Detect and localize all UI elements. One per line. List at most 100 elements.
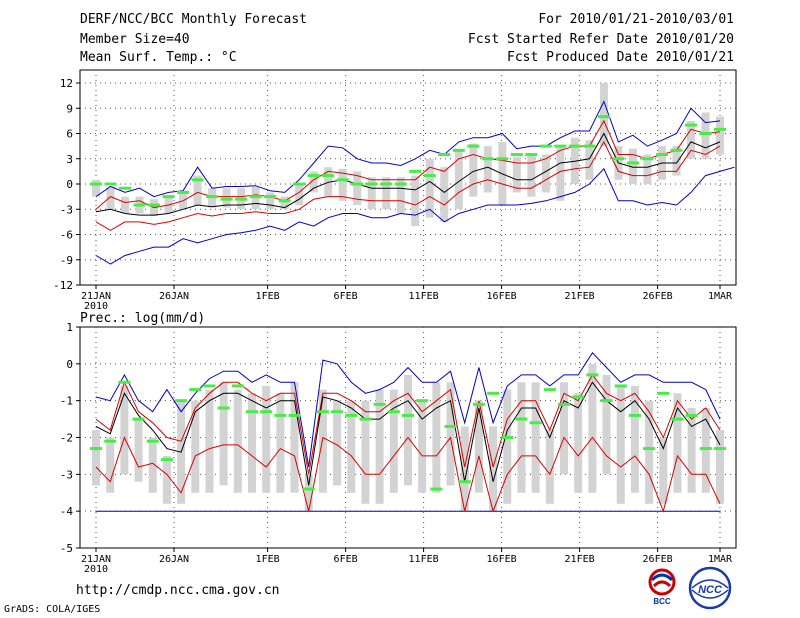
x-tick-label: 16FEB <box>487 554 517 565</box>
x-tick-label: 21FEB <box>565 554 595 565</box>
spread-box <box>716 116 724 155</box>
x-tick-label: 26FEB <box>643 291 673 302</box>
x-tick-label: 21JAN <box>81 554 111 565</box>
y-tick-label: 9 <box>66 102 73 115</box>
y-tick-label: -5 <box>60 542 73 555</box>
spread-box <box>396 177 405 214</box>
spread-box <box>687 408 696 493</box>
plot-frame <box>79 69 737 286</box>
spread-box <box>469 143 478 197</box>
max-line <box>95 100 721 198</box>
spread-box <box>148 437 157 493</box>
spread-box <box>545 430 554 504</box>
x-tick-label: 1FEB <box>256 291 280 302</box>
spread-box <box>248 393 256 493</box>
spread-box <box>205 389 214 493</box>
start-date-label: Fcst Started Refer Date 2010/01/20 <box>467 32 734 47</box>
mean-line <box>95 381 721 486</box>
spread-box <box>92 430 100 486</box>
x-tick-label: 21JAN <box>81 291 111 302</box>
bcc-logo: BCC <box>648 568 676 606</box>
x-tick-year: 2010 <box>84 301 108 312</box>
credit-label: GrADS: COLA/IGES <box>4 604 101 615</box>
spread-box <box>92 179 100 197</box>
spread-box <box>276 393 285 493</box>
x-tick-label: 26FEB <box>643 554 673 565</box>
spread-box <box>645 400 654 504</box>
member-size-label: Member Size=40 <box>80 32 190 47</box>
spread-box <box>266 192 275 210</box>
x-tick-label: 21FEB <box>565 291 595 302</box>
spread-box <box>219 382 228 486</box>
spread-box <box>290 382 299 493</box>
x-tick-label: 6FEB <box>334 554 358 565</box>
y-tick-label: -4 <box>60 505 74 518</box>
y-tick-label: -6 <box>60 229 73 242</box>
spread-box <box>304 474 313 512</box>
y-tick-label: 12 <box>60 77 73 90</box>
y-tick-label: 0 <box>66 358 73 371</box>
x-tick-label: 26JAN <box>159 554 189 565</box>
spread-box <box>673 393 682 493</box>
spread-box <box>432 382 441 493</box>
spread-box <box>338 168 347 201</box>
spread-box <box>134 419 143 482</box>
lower-line <box>95 140 721 231</box>
ncc-logo: NCC <box>688 566 732 610</box>
spread-box <box>262 385 271 493</box>
y-tick-label: -12 <box>53 279 73 292</box>
x-tick-year: 2010 <box>84 564 108 575</box>
spread-box <box>460 426 469 512</box>
spread-box <box>659 437 668 504</box>
x-tick-label: 11FEB <box>409 554 439 565</box>
y-tick-label: 3 <box>66 153 73 166</box>
spread-box <box>541 154 550 193</box>
spread-box <box>527 154 536 197</box>
spread-box <box>106 437 115 493</box>
spread-box <box>411 175 420 227</box>
spread-box <box>382 177 391 210</box>
spread-box <box>503 389 512 504</box>
min-line <box>95 166 735 265</box>
period-label: For 2010/01/21-2010/03/01 <box>538 12 734 27</box>
spread-box <box>191 400 200 493</box>
spread-box <box>602 374 611 475</box>
spread-box <box>701 408 710 493</box>
x-tick-label: 11FEB <box>409 291 439 302</box>
spread-box <box>309 171 318 193</box>
spread-box <box>347 400 356 493</box>
y-tick-label: -2 <box>60 432 73 445</box>
spread-box <box>585 140 594 180</box>
spread-box <box>367 177 376 210</box>
x-tick-label: 6FEB <box>334 291 358 302</box>
spread-box <box>474 400 483 493</box>
spread-box <box>489 426 498 512</box>
spread-box <box>193 175 202 206</box>
spread-box <box>318 389 327 493</box>
spread-box <box>643 154 652 184</box>
spread-box <box>672 146 681 176</box>
ncc-logo-text: NCC <box>698 584 723 596</box>
spread-box <box>280 196 289 210</box>
spread-box <box>361 400 370 504</box>
spread-box <box>446 382 455 486</box>
source-url[interactable]: http://cmdp.ncc.cma.gov.cn <box>76 583 280 598</box>
x-tick-label: 1MAR <box>708 554 733 565</box>
spread-box <box>418 400 427 493</box>
spread-box <box>454 150 463 210</box>
spread-box <box>560 382 568 475</box>
spread-box <box>616 385 625 504</box>
produced-date-label: Fcst Produced Date 2010/01/21 <box>507 50 734 65</box>
spread-box <box>389 389 398 493</box>
x-tick-label: 1FEB <box>256 554 280 565</box>
spread-box <box>404 374 412 486</box>
upper-line <box>95 119 721 210</box>
spread-box <box>716 430 724 504</box>
variable-label: Mean Surf. Temp.: °C <box>80 50 237 65</box>
spread-box <box>120 385 129 475</box>
y-tick-label: -9 <box>60 254 73 267</box>
spread-box <box>295 184 304 206</box>
